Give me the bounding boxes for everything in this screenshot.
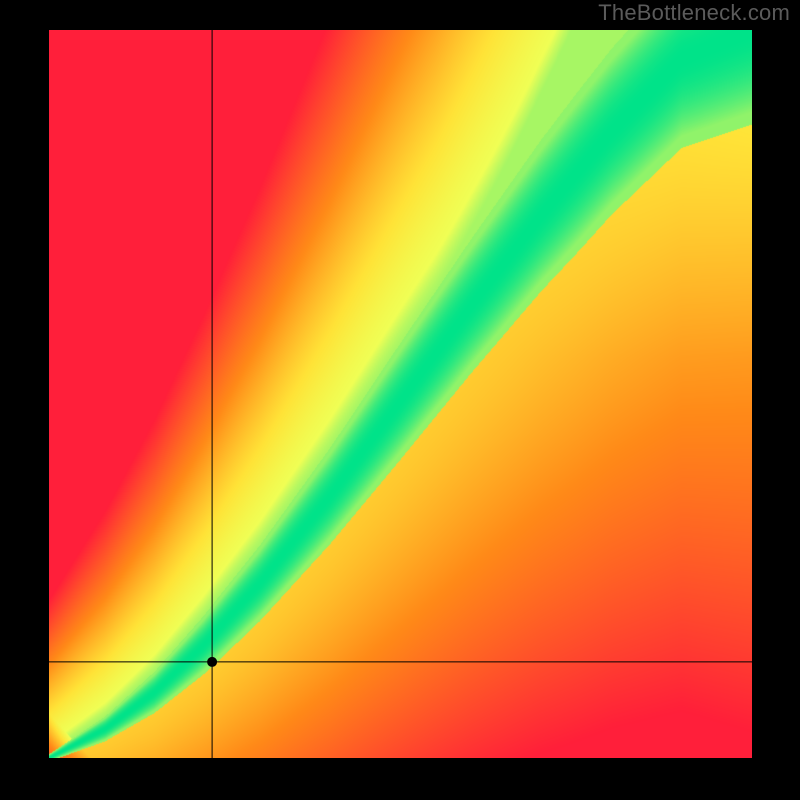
watermark: TheBottleneck.com <box>598 0 790 26</box>
crosshair <box>49 30 752 758</box>
heatmap-plot <box>49 30 752 758</box>
overlay <box>49 30 752 758</box>
data-point <box>207 657 217 667</box>
